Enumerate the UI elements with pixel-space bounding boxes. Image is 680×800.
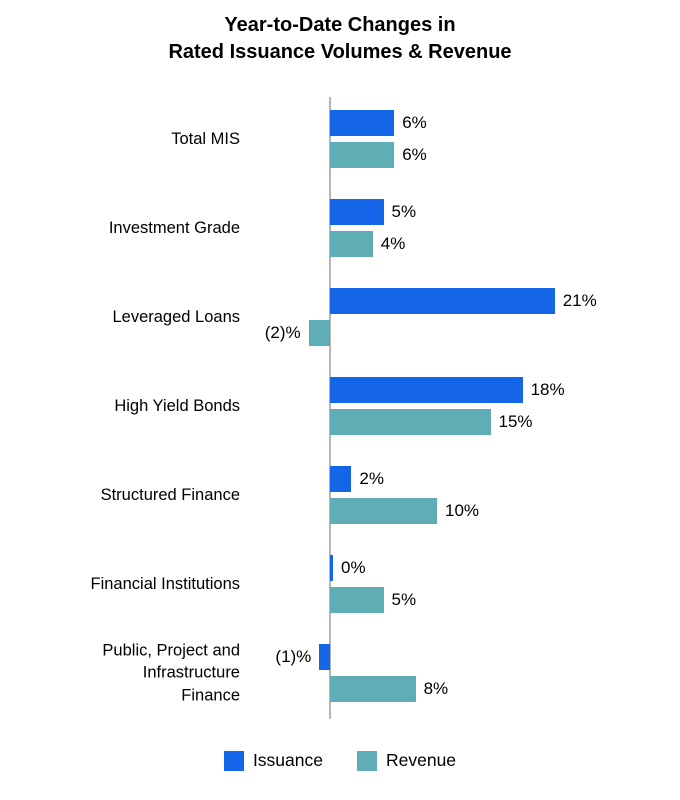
zero-axis-line: [329, 97, 331, 719]
category-label: Total MIS: [171, 129, 240, 148]
issuance-bar: [319, 644, 330, 670]
legend-item-issuance: Issuance: [223, 750, 323, 771]
revenue-bar: [308, 320, 330, 346]
value-label: (2)%: [264, 323, 301, 342]
value-label: 15%: [498, 412, 533, 431]
value-label: 21%: [562, 291, 597, 310]
issuance-bar: [330, 555, 333, 581]
legend-swatch: [223, 750, 244, 771]
value-label: 18%: [530, 380, 565, 399]
revenue-bar: [330, 498, 437, 524]
issuance-bar: [330, 199, 384, 225]
legend-label: Issuance: [252, 750, 323, 770]
revenue-bar: [330, 587, 384, 613]
value-label: 6%: [402, 113, 427, 132]
value-label: 0%: [341, 558, 366, 577]
chart-title: Year-to-Date Changes in Rated Issuance V…: [168, 14, 512, 63]
legend-label: Revenue: [385, 750, 457, 770]
issuance-bar: [330, 466, 352, 492]
value-label: 4%: [380, 234, 406, 253]
issuance-bar: [330, 377, 523, 403]
category-label: Leveraged Loans: [112, 307, 240, 326]
value-label: 2%: [359, 469, 384, 488]
value-label: (1)%: [275, 647, 312, 666]
revenue-bar: [330, 409, 491, 435]
chart-legend: Issuance Revenue: [0, 750, 680, 771]
revenue-bar: [330, 676, 416, 702]
category-label: Structured Finance: [100, 485, 240, 504]
issuance-bar: [330, 288, 555, 314]
value-label: 6%: [402, 145, 427, 164]
legend-item-revenue: Revenue: [356, 750, 457, 771]
value-label: 5%: [391, 590, 417, 609]
legend-swatch: [356, 750, 377, 771]
bar-chart: Total MIS 6% 6% Investment Grade 5% 4% Leverag…: [0, 95, 680, 723]
category-label: High Yield Bonds: [114, 396, 240, 415]
value-label: 10%: [445, 501, 480, 520]
category-label: Financial Institutions: [90, 574, 241, 593]
category-label: Public, Project and Infrastructure Finan…: [102, 641, 240, 705]
issuance-bar: [330, 110, 395, 136]
revenue-bar: [330, 231, 373, 257]
revenue-bar: [330, 142, 395, 168]
category-label: Investment Grade: [108, 218, 240, 237]
value-label: 5%: [391, 202, 417, 221]
value-label: 8%: [423, 679, 449, 698]
